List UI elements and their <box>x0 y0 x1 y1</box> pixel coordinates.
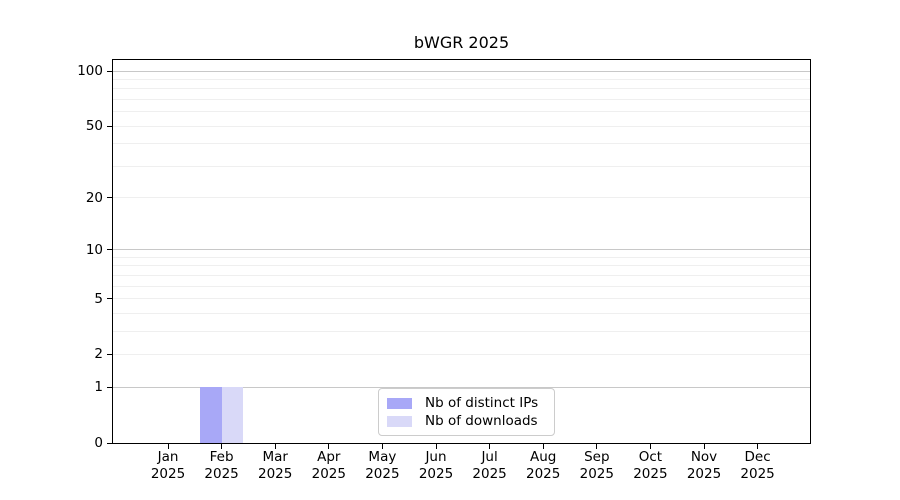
x-tick <box>649 444 651 449</box>
x-tick-month: Apr <box>317 449 341 465</box>
x-tick-label: Jan 2025 <box>136 449 200 482</box>
legend-item-nb-of-downloads: Nb of downloads <box>387 413 546 429</box>
x-tick-month: Feb <box>209 449 234 465</box>
x-tick-month: Jul <box>481 449 498 465</box>
x-tick <box>489 444 491 449</box>
y-gridline-minor <box>113 353 810 355</box>
y-gridline-minor <box>113 274 810 276</box>
y-tick-label: 5 <box>94 290 103 307</box>
x-tick-month: Jun <box>425 449 447 465</box>
x-tick-label: Dec 2025 <box>726 449 790 482</box>
x-tick-year: 2025 <box>258 465 293 482</box>
y-gridline-major <box>113 249 810 251</box>
y-tick <box>107 442 112 444</box>
x-tick-label: Sep 2025 <box>565 449 629 482</box>
x-tick-label: Apr 2025 <box>297 449 361 482</box>
y-gridline-minor <box>113 88 810 90</box>
x-tick-month: Aug <box>530 449 557 465</box>
x-tick <box>381 444 383 449</box>
y-tick-label: 50 <box>85 118 103 135</box>
x-tick <box>703 444 705 449</box>
x-tick-year: 2025 <box>418 465 454 482</box>
chart-title: bWGR 2025 <box>413 33 510 52</box>
x-tick-label: Mar 2025 <box>243 449 307 482</box>
x-tick-year: 2025 <box>150 465 186 482</box>
y-tick <box>107 249 112 251</box>
x-tick-month: Jan <box>157 449 179 465</box>
x-tick-year: 2025 <box>526 465 561 482</box>
y-gridline-minor <box>113 125 810 127</box>
x-tick-month: Mar <box>262 449 288 465</box>
y-gridline-minor <box>113 111 810 113</box>
x-tick <box>274 444 276 449</box>
y-tick-label: 1 <box>94 379 103 396</box>
y-tick-label: 2 <box>94 346 103 363</box>
legend-swatch-nb-of-downloads <box>387 415 412 427</box>
x-tick <box>542 444 544 449</box>
y-gridline-minor <box>113 143 810 145</box>
x-tick-label: May 2025 <box>350 449 414 482</box>
x-tick <box>167 444 169 449</box>
x-tick-year: 2025 <box>311 465 346 482</box>
y-gridline-minor <box>113 265 810 267</box>
x-tick-label: Jul 2025 <box>458 449 522 482</box>
x-tick <box>757 444 759 449</box>
x-tick-month: Dec <box>744 449 771 465</box>
y-gridline-major <box>113 386 810 388</box>
x-tick <box>596 444 598 449</box>
y-gridline-major <box>113 70 810 72</box>
y-gridline-minor <box>113 98 810 100</box>
y-tick <box>107 353 112 355</box>
x-tick-month: Nov <box>690 449 718 465</box>
y-gridline-minor <box>113 330 810 332</box>
legend-label: Nb of downloads <box>425 413 538 429</box>
x-tick-label: Aug 2025 <box>511 449 575 482</box>
legend-label: Nb of distinct IPs <box>425 395 539 411</box>
x-tick-label: Feb 2025 <box>190 449 254 482</box>
y-tick-label: 10 <box>85 241 103 258</box>
y-gridline-minor <box>113 285 810 287</box>
y-gridline-minor <box>113 78 810 80</box>
x-tick <box>328 444 330 449</box>
y-tick <box>107 125 112 127</box>
bar-nb-of-distinct-ips <box>200 387 222 443</box>
x-tick-year: 2025 <box>579 465 614 482</box>
y-tick <box>107 70 112 72</box>
y-gridline-minor <box>113 165 810 167</box>
x-tick-year: 2025 <box>686 465 722 482</box>
x-tick-year: 2025 <box>472 465 507 482</box>
y-gridline-minor <box>113 256 810 258</box>
y-gridline-minor <box>113 312 810 314</box>
x-tick-month: Oct <box>638 449 663 465</box>
x-tick-month: May <box>368 449 397 465</box>
bar-nb-of-downloads <box>221 387 244 443</box>
y-tick-label: 20 <box>85 189 103 206</box>
x-tick-year: 2025 <box>365 465 400 482</box>
x-tick-label: Oct 2025 <box>618 449 682 482</box>
x-tick-year: 2025 <box>204 465 239 482</box>
x-tick-month: Sep <box>584 449 610 465</box>
x-tick <box>221 444 223 449</box>
y-gridline-minor <box>113 197 810 199</box>
x-tick-year: 2025 <box>740 465 775 482</box>
x-tick <box>435 444 437 449</box>
x-tick-label: Nov 2025 <box>672 449 736 482</box>
x-tick-year: 2025 <box>633 465 668 482</box>
legend: Nb of distinct IPs Nb of downloads <box>378 388 555 436</box>
legend-item-nb-of-distinct-ips: Nb of distinct IPs <box>387 395 546 411</box>
x-tick-label: Jun 2025 <box>404 449 468 482</box>
y-tick-label: 0 <box>94 435 103 451</box>
y-tick <box>107 197 112 199</box>
y-tick <box>107 386 112 388</box>
legend-swatch-nb-of-distinct-ips <box>387 397 412 409</box>
y-gridline-minor <box>113 298 810 300</box>
y-tick <box>107 298 112 300</box>
plot-area <box>112 59 811 444</box>
y-tick-label: 100 <box>77 63 103 80</box>
